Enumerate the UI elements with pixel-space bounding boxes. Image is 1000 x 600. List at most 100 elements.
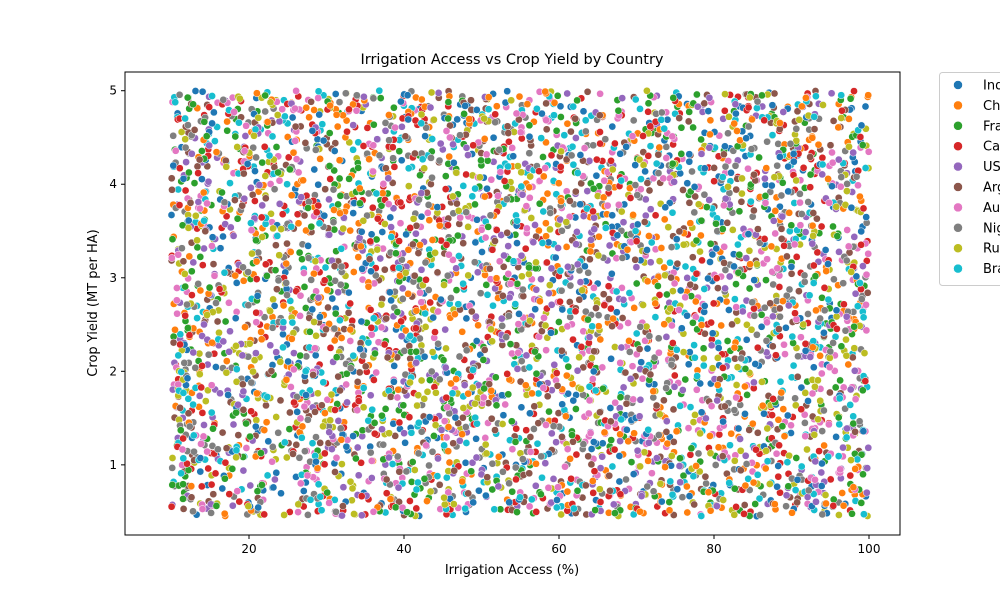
data-point — [662, 417, 671, 426]
data-point — [293, 210, 302, 219]
data-point — [212, 502, 221, 510]
data-point — [271, 475, 279, 484]
data-point — [357, 511, 366, 520]
data-point — [747, 325, 756, 334]
data-point — [269, 224, 277, 233]
data-point — [525, 149, 534, 158]
data-point — [417, 95, 426, 104]
data-point — [196, 454, 205, 462]
data-point — [285, 425, 294, 433]
data-point — [372, 189, 381, 198]
data-point — [659, 174, 668, 183]
data-point — [543, 189, 552, 198]
data-point — [288, 113, 297, 122]
data-point — [586, 429, 595, 438]
data-point — [809, 363, 818, 372]
data-point — [778, 212, 787, 221]
data-point — [566, 454, 574, 463]
data-point — [330, 336, 339, 345]
data-point — [272, 143, 281, 151]
data-point — [655, 348, 663, 357]
data-point — [416, 334, 424, 343]
data-point — [201, 397, 210, 405]
data-point — [769, 312, 777, 321]
data-point — [476, 289, 485, 298]
data-point — [562, 243, 571, 251]
data-point — [273, 111, 282, 119]
data-point — [745, 426, 754, 434]
data-point — [556, 102, 565, 111]
data-point — [426, 487, 435, 496]
data-point — [367, 230, 376, 239]
data-point — [816, 396, 825, 405]
data-point — [401, 326, 410, 335]
data-point — [421, 132, 429, 140]
data-point — [381, 220, 389, 228]
data-point — [810, 430, 819, 439]
data-point — [482, 449, 491, 458]
data-point — [420, 474, 429, 483]
data-point — [209, 490, 218, 499]
data-point — [744, 122, 753, 131]
data-point — [308, 305, 317, 314]
data-point — [368, 203, 377, 212]
data-point — [246, 432, 254, 441]
data-point — [291, 122, 300, 131]
data-point — [864, 249, 873, 258]
data-point — [720, 201, 728, 210]
data-point — [198, 261, 207, 269]
data-point — [429, 313, 438, 322]
data-point — [581, 307, 590, 316]
data-point — [562, 355, 570, 364]
data-point — [721, 194, 730, 203]
data-point — [382, 475, 391, 484]
data-point — [545, 281, 554, 289]
data-point — [647, 238, 656, 247]
data-point — [525, 263, 533, 272]
data-point — [721, 90, 729, 98]
data-point — [657, 108, 666, 117]
data-point — [404, 182, 413, 190]
data-point — [690, 500, 699, 509]
data-point — [803, 445, 811, 454]
data-point — [441, 363, 450, 372]
data-point — [741, 365, 750, 373]
data-point — [745, 93, 754, 102]
data-point — [718, 173, 727, 181]
data-point — [315, 110, 324, 119]
data-point — [643, 246, 651, 254]
data-point — [720, 242, 729, 251]
data-point — [604, 282, 613, 291]
data-point — [777, 388, 786, 397]
data-point — [761, 464, 770, 473]
data-point — [275, 200, 284, 208]
data-point — [573, 486, 582, 495]
data-point — [367, 330, 376, 339]
data-point — [610, 445, 619, 454]
data-point — [834, 123, 843, 132]
data-point — [660, 124, 669, 133]
data-point — [332, 110, 341, 119]
data-point — [320, 460, 329, 469]
data-point — [468, 458, 477, 467]
data-point — [258, 158, 267, 167]
data-point — [471, 200, 479, 209]
data-point — [643, 86, 651, 95]
data-point — [577, 343, 586, 351]
data-point — [336, 316, 344, 325]
data-point — [216, 389, 224, 398]
data-point — [193, 314, 201, 322]
data-point — [218, 484, 227, 493]
data-point — [478, 248, 486, 256]
data-point — [313, 464, 322, 473]
data-point — [557, 147, 565, 156]
data-point — [667, 452, 676, 460]
data-point — [567, 151, 576, 160]
data-point — [752, 445, 760, 454]
data-point — [553, 496, 561, 504]
data-point — [738, 189, 746, 198]
data-point — [205, 103, 214, 111]
data-point — [797, 333, 805, 342]
data-point — [228, 465, 237, 473]
data-point — [191, 211, 200, 220]
